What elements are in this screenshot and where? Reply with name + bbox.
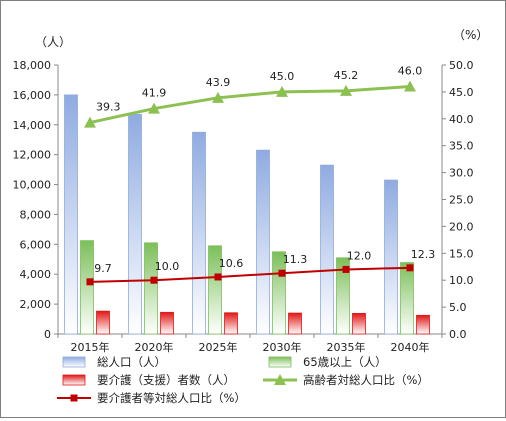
elderly-ratio-marker [404,80,416,92]
x-tick-label: 2020年 [135,340,174,354]
right-tick-label: 30.0 [449,167,474,180]
left-tick-label: 8,000 [20,208,52,221]
left-tick-label: 18,000 [13,59,52,72]
bar-age65-plus [80,240,94,335]
legend-swatch [62,356,86,368]
x-tick-label: 2030年 [263,340,302,354]
elderly-ratio-line [89,85,411,125]
right-tick-label: 25.0 [449,194,474,207]
care-ratio-marker [150,276,158,284]
bar-total-population [256,149,270,335]
elderly-ratio-data-label: 45.0 [270,70,295,83]
left-tick-label: 10,000 [13,179,52,192]
left-tick-label: 2,000 [20,298,52,311]
left-tick-label: 14,000 [13,119,52,132]
left-tick-label: 0 [44,328,51,341]
legend-marker [274,374,286,385]
left-tick-label: 16,000 [13,89,52,102]
x-tick-label: 2035年 [327,340,366,354]
legend-label: 要介護（支援）者数（人） [97,373,235,387]
bar-total-population [192,131,206,335]
elderly-ratio-marker [84,116,96,128]
right-tick-label: 0.0 [449,328,467,341]
legend-label: 高齢者対総人口比（%） [303,373,429,387]
legend-label: 65歳以上（人） [303,355,387,369]
elderly-ratio-data-label: 46.0 [398,65,423,78]
right-tick-label: 20.0 [449,220,474,233]
bar-care-recipients [352,312,366,335]
elderly-ratio-data-label: 41.9 [142,87,167,100]
left-unit-label: （人） [35,35,71,49]
right-tick-label: 40.0 [449,113,474,126]
care-ratio-line [89,266,411,283]
legend-marker [70,394,78,402]
left-tick-label: 12,000 [13,149,52,162]
x-tick-label: 2015年 [71,340,110,354]
care-ratio-data-label: 9.7 [94,262,112,275]
bar-total-population [128,113,142,335]
x-tick-label: 2025年 [199,340,238,354]
elderly-ratio-data-label: 45.2 [334,69,359,82]
right-tick-label: 5.0 [449,301,467,314]
bar-total-population [384,179,398,335]
bar-age65-plus [400,262,414,335]
elderly-ratio-marker [276,85,288,97]
care-ratio-marker [214,273,222,281]
bar-total-population [320,164,334,335]
elderly-ratio-data-label: 39.3 [96,101,121,114]
bar-age65-plus [144,242,158,335]
left-tick-label: 4,000 [20,268,52,281]
legend-label: 要介護者等対総人口比（%） [97,391,246,405]
right-tick-label: 15.0 [449,247,474,260]
legend-label: 総人口（人） [97,355,166,369]
care-ratio-data-label: 12.0 [347,249,372,262]
care-ratio-marker [86,278,94,286]
bar-total-population [64,94,78,335]
care-ratio-data-label: 11.3 [283,253,308,266]
right-tick-label: 10.0 [449,274,474,287]
x-tick-label: 2040年 [391,340,430,354]
care-ratio-marker [278,269,286,277]
bar-care-recipients [96,310,110,335]
elderly-ratio-marker [212,91,224,103]
care-ratio-data-label: 12.3 [411,248,436,261]
elderly-ratio-marker [148,102,160,114]
right-unit-label: （%） [453,28,488,42]
legend-swatch [268,356,292,368]
right-tick-label: 35.0 [449,140,474,153]
care-ratio-data-label: 10.6 [219,257,244,270]
left-tick-label: 6,000 [20,238,52,251]
care-ratio-data-label: 10.0 [155,260,180,273]
bar-care-recipients [224,312,238,335]
care-ratio-marker [406,264,414,272]
legend-swatch [62,374,86,386]
elderly-ratio-marker [340,84,352,96]
bar-age65-plus [336,257,350,335]
right-tick-label: 50.0 [449,59,474,72]
care-ratio-marker [342,265,350,273]
bar-care-recipients [416,314,430,335]
bar-care-recipients [288,312,302,335]
bar-care-recipients [160,311,174,335]
bar-age65-plus [208,245,222,335]
elderly-ratio-data-label: 43.9 [206,76,231,89]
right-tick-label: 45.0 [449,86,474,99]
